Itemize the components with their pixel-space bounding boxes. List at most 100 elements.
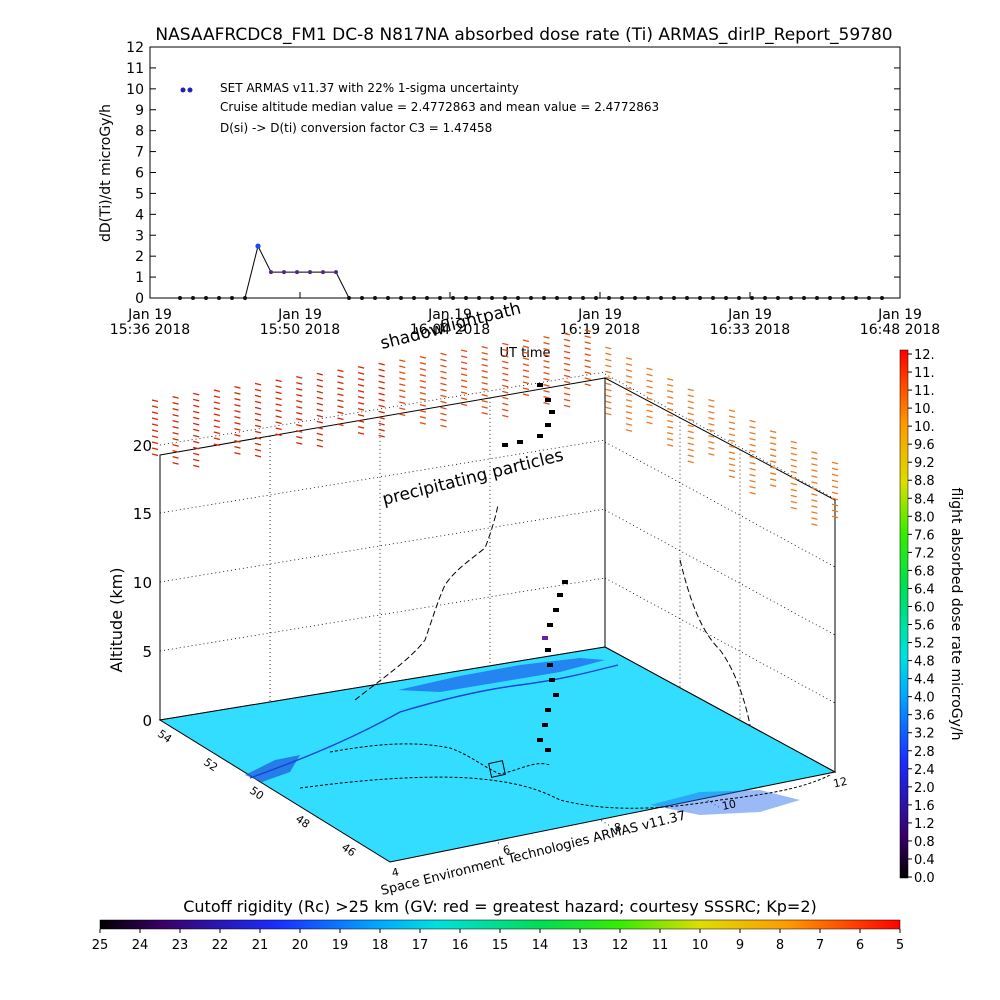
particle-mark [584,341,591,345]
particle-mark [316,372,324,376]
particle-mark [811,511,818,514]
particle-mark [502,348,509,352]
particle-mark [502,414,509,418]
particle-mark [440,406,447,410]
particle-mark [543,366,550,369]
particle-mark [790,446,797,450]
particle-mark [440,376,447,380]
particle-mark [172,402,179,405]
particle-mark [378,362,385,366]
data-point [295,270,299,275]
particle-mark [213,437,220,441]
particle-mark [316,444,324,448]
particle-mark [666,420,674,423]
particle-mark [254,442,262,446]
particle-mark [605,412,612,416]
particle-mark [234,404,241,407]
particle-mark [728,463,736,467]
particle-mark [770,442,777,446]
particle-mark [193,446,200,450]
particle-mark [254,448,262,452]
particle-mark [296,406,303,409]
particle-mark [440,364,447,368]
particle-mark [296,376,303,379]
data-point [594,296,598,300]
particle-mark [502,366,509,370]
particle-mark [811,505,818,508]
particle-mark [378,386,385,390]
particle-mark [502,360,509,364]
particle-mark [337,423,344,427]
data-point [789,296,793,300]
particle-mark [460,373,468,377]
particle-mark [522,357,530,361]
flightpath-point [545,423,551,427]
particle-mark [419,392,427,395]
particle-mark [399,365,406,369]
particle-mark [522,345,530,349]
particle-mark [502,342,509,346]
particle-mark [234,410,241,413]
particle-mark [234,416,241,419]
data-point [516,296,520,300]
land-north [398,658,605,692]
particle-mark [378,374,385,378]
particle-mark [728,457,736,461]
cutoff-ticks: 25 24 23 22 21 20 19 18 17 16 15 14 13 12 11 10 9 8 7 6 5 [92,929,904,953]
particle-mark [357,378,365,381]
particle-mark [213,389,220,393]
particle-mark [378,428,385,432]
particle-mark [831,509,839,513]
data-point [503,296,507,300]
particle-mark [708,416,715,420]
particle-mark [666,378,674,381]
particle-mark [378,398,385,402]
colorbar-tick-label: 5.6 [914,619,935,634]
particle-mark [605,388,612,392]
particle-mark [563,386,571,390]
particle-mark [502,390,509,394]
y-tick-label: 5 [135,186,144,202]
shadow-path-back [354,504,499,701]
y-tick-label: 2 [135,249,144,265]
particle-mark [811,457,818,460]
particle-mark [625,405,633,408]
particle-mark [625,399,633,402]
particle-mark [522,351,530,355]
particle-mark [666,414,674,417]
particle-mark [749,491,756,495]
particle-mark [749,419,756,423]
particle-mark [811,493,818,496]
particle-mark [460,355,468,359]
particle-mark [296,400,303,403]
colorbar-tick-label: 6.0 [914,600,935,615]
particle-mark [172,450,179,453]
particle-mark [522,339,530,343]
particle-mark [337,417,344,421]
colorbar-tick-label: 7.6 [914,528,935,543]
particle-mark [419,386,427,389]
particle-mark [378,368,385,372]
flightpath-point [537,434,543,438]
particle-mark [275,415,282,419]
particle-mark [584,377,591,381]
data-point [698,296,702,300]
data-point [620,296,624,300]
particle-mark [708,446,715,450]
precipitating-particles [151,329,839,526]
particle-mark [419,398,427,401]
particle-mark [605,364,612,368]
particle-mark [584,329,591,333]
particle-mark [296,394,303,397]
x-tick-label: 16:04 2018 [410,322,490,338]
flightpath-point [549,410,555,414]
particle-mark [625,381,633,384]
particle-mark [522,363,530,367]
particle-mark [728,469,736,473]
particle-mark [172,462,179,465]
particle-mark [666,444,674,447]
latitude-tick-label: 48 [293,812,312,831]
cutoff-tick-label: 5 [896,938,904,953]
particle-mark [316,438,324,442]
particle-mark [316,402,324,406]
